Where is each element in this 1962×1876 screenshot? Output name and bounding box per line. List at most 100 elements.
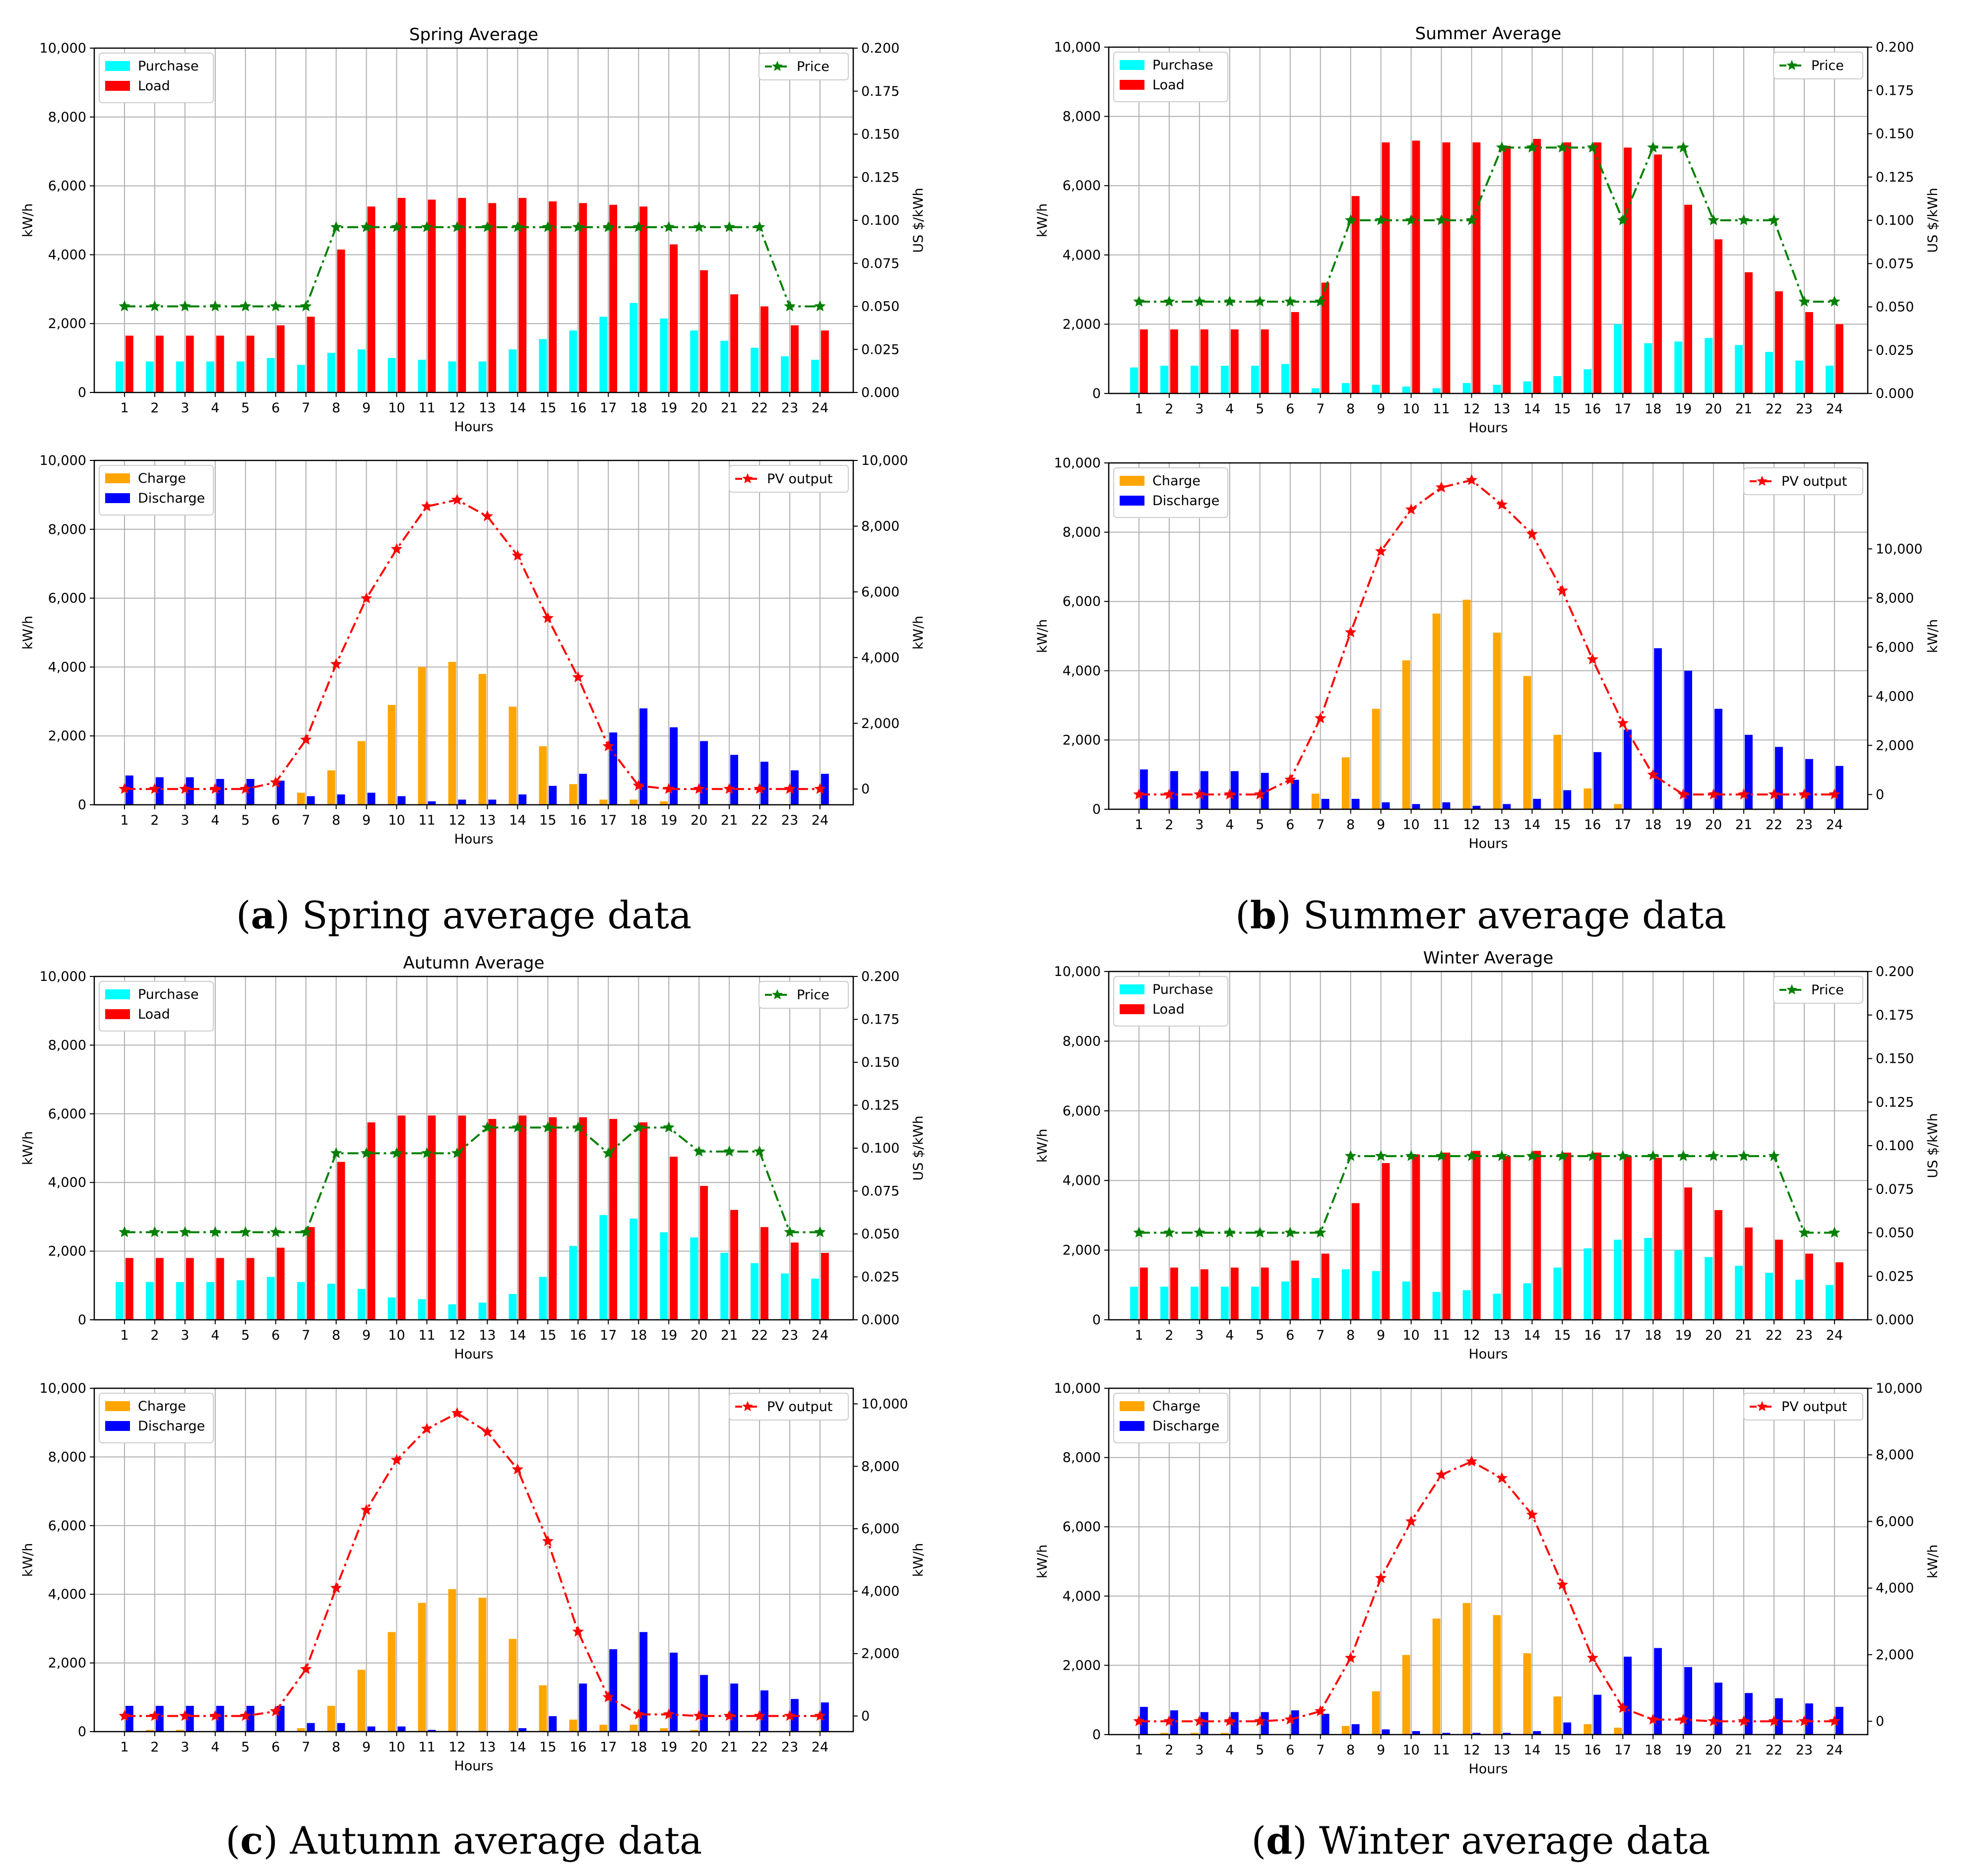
- bar: [1593, 752, 1602, 809]
- x-tick-label: 17: [600, 813, 617, 828]
- bar: [1553, 376, 1562, 393]
- bar: [1462, 383, 1471, 393]
- x-axis-label: Hours: [1468, 836, 1508, 851]
- legend-left: Purchase Load: [1113, 52, 1228, 102]
- x-tick-label: 13: [479, 1328, 496, 1343]
- bar: [1200, 1269, 1208, 1320]
- bar: [297, 792, 305, 805]
- bar: [276, 1706, 285, 1732]
- bar: [276, 1247, 285, 1320]
- bar: [186, 335, 194, 392]
- point: [1617, 717, 1629, 728]
- point: [270, 776, 282, 787]
- bar: [821, 330, 829, 392]
- x-tick-label: 4: [211, 400, 219, 416]
- bar: [1795, 1280, 1803, 1320]
- point: [209, 1710, 221, 1721]
- x-tick-label: 22: [1766, 817, 1782, 833]
- bar: [357, 1289, 366, 1320]
- y-right-tick-label: 0.025: [1876, 1269, 1914, 1284]
- bar: [1139, 1267, 1148, 1320]
- bar: [1684, 1187, 1693, 1320]
- y-tick-label: 8,000: [1063, 1450, 1101, 1466]
- y-tick-label: 8,000: [1063, 525, 1101, 540]
- point: [1314, 1227, 1327, 1238]
- y-tick-label: 4,000: [48, 1175, 86, 1190]
- bar: [1835, 1707, 1843, 1735]
- legend-label: Discharge: [138, 1419, 205, 1434]
- y-right-tick-label: 0.050: [861, 299, 899, 315]
- bar: [337, 1723, 345, 1732]
- bar-series-discharge: [125, 1632, 829, 1732]
- x-tick-label: 19: [660, 813, 677, 828]
- x-tick-label: 8: [332, 1328, 340, 1343]
- y-right-tick-label: 4,000: [861, 650, 899, 665]
- point: [421, 500, 433, 512]
- x-tick-label: 15: [539, 813, 556, 828]
- x-tick-label: 9: [1377, 1743, 1385, 1758]
- point: [814, 300, 826, 312]
- x-tick-label: 2: [150, 813, 159, 828]
- bar: [1493, 1615, 1501, 1735]
- bar: [539, 1685, 547, 1732]
- point: [390, 221, 403, 232]
- point: [1405, 1150, 1417, 1162]
- bar: [1341, 383, 1350, 393]
- bar: [630, 303, 638, 392]
- bar: [387, 1632, 396, 1732]
- bar: [720, 340, 729, 392]
- x-tick-label: 23: [1796, 1328, 1813, 1343]
- bar: [418, 1603, 426, 1732]
- y-tick-label: 4,000: [48, 659, 86, 675]
- legend-left: Charge Discharge: [1113, 467, 1228, 518]
- point: [1465, 1150, 1478, 1162]
- x-tick-label: 20: [1705, 817, 1722, 833]
- bar: [357, 1670, 366, 1732]
- bar: [518, 1728, 527, 1732]
- bar: [1139, 769, 1148, 809]
- legend-swatch: [105, 493, 130, 503]
- y-right-tick-label: 0: [861, 1709, 870, 1724]
- x-tick-label: 11: [1433, 1328, 1450, 1343]
- y-tick-label: 4,000: [48, 1587, 86, 1602]
- point: [1677, 141, 1689, 153]
- point: [1496, 141, 1508, 153]
- bar: [730, 755, 738, 805]
- point: [723, 221, 735, 232]
- bar: [327, 1706, 335, 1732]
- legend-box: [729, 465, 849, 493]
- point: [1314, 1705, 1327, 1716]
- x-tick-label: 9: [1377, 1328, 1385, 1343]
- y-tick-label: 6,000: [1063, 1519, 1101, 1535]
- point: [754, 221, 765, 232]
- x-tick-label: 6: [271, 400, 280, 416]
- y-right-tick-label: 6,000: [861, 1521, 899, 1537]
- y-tick-label: 4,000: [1063, 1173, 1101, 1188]
- point: [723, 782, 735, 794]
- point: [1405, 503, 1417, 515]
- point: [1768, 214, 1780, 225]
- point: [633, 1121, 644, 1133]
- bar: [1321, 799, 1329, 809]
- point: [1163, 1715, 1175, 1727]
- bar: [1291, 312, 1299, 393]
- bar: [1462, 599, 1471, 809]
- legend-swatch: [105, 1421, 130, 1431]
- x-tick-label: 4: [1225, 1328, 1234, 1343]
- bar: [1372, 709, 1380, 809]
- legend-swatch: [105, 473, 130, 483]
- bar: [599, 799, 608, 805]
- bar: [1563, 142, 1572, 393]
- point: [1556, 141, 1569, 153]
- y-tick-label: 4,000: [48, 247, 86, 262]
- series-line: [1139, 146, 1835, 303]
- bar: [1735, 345, 1743, 393]
- x-tick-label: 19: [660, 1740, 677, 1755]
- point: [1768, 1150, 1780, 1162]
- point: [693, 1145, 705, 1157]
- bar: [1493, 633, 1501, 809]
- legend-label: Charge: [138, 1399, 186, 1414]
- x-tick-label: 18: [1645, 1328, 1661, 1343]
- bar: [599, 1215, 608, 1320]
- bar: [1654, 648, 1662, 809]
